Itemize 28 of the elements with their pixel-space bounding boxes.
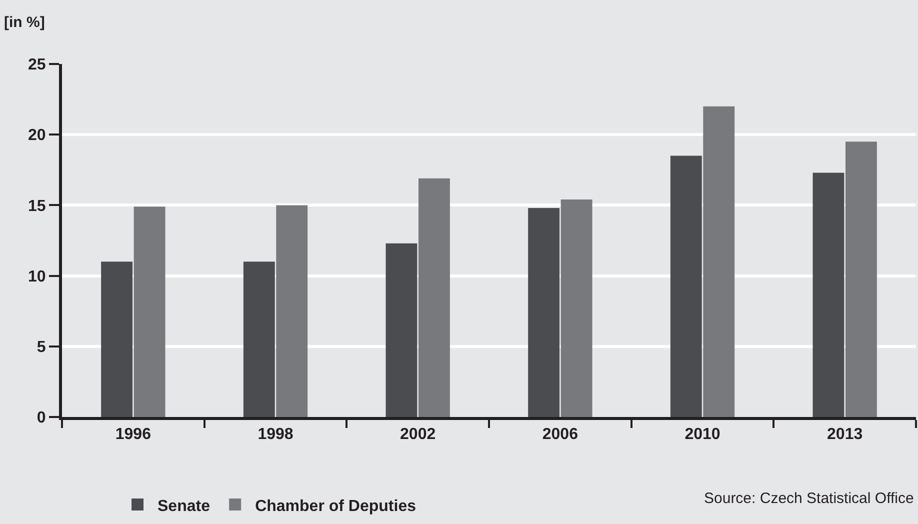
y-tick-label: 5 — [36, 339, 46, 356]
x-tick-label: 2010 — [684, 426, 720, 444]
bar — [560, 200, 592, 417]
bar — [243, 262, 275, 417]
bar — [812, 172, 844, 417]
legend-label: Chamber of Deputies — [255, 498, 416, 515]
bar — [703, 106, 735, 417]
legend-label: Senate — [158, 498, 210, 515]
bar — [386, 243, 418, 417]
x-tick-label: 1998 — [258, 426, 294, 444]
y-tick-label: 20 — [28, 127, 46, 144]
source-note: Source: Czech Statistical Office — [704, 490, 914, 507]
bar — [276, 205, 308, 417]
y-tick-label: 0 — [36, 410, 46, 427]
x-tick-label: 1996 — [115, 426, 152, 444]
bar — [418, 178, 450, 417]
y-tick-label: 15 — [28, 198, 46, 215]
x-tick-label: 2006 — [542, 426, 578, 444]
x-tick-label: 2013 — [827, 426, 863, 444]
x-tick-label: 2002 — [400, 426, 436, 444]
bar — [134, 206, 166, 417]
bar — [528, 208, 560, 417]
y-axis-title: [in %] — [4, 14, 45, 31]
bar — [670, 156, 702, 417]
y-tick-label: 10 — [28, 268, 46, 286]
bar — [101, 262, 133, 417]
y-tick-label: 25 — [28, 56, 46, 74]
bar — [845, 142, 877, 417]
